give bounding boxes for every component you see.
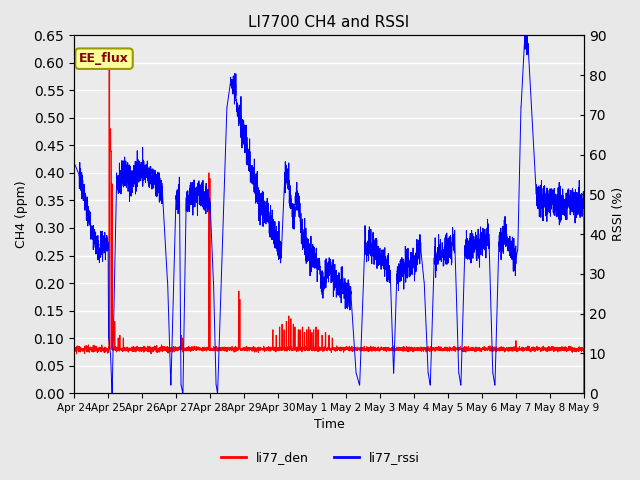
Y-axis label: CH4 (ppm): CH4 (ppm) xyxy=(15,180,28,248)
li77_den xyxy=(70,344,78,349)
Line: li77_den: li77_den xyxy=(74,63,584,354)
li77_rssi xyxy=(441,249,449,254)
Title: LI7700 CH4 and RSSI: LI7700 CH4 and RSSI xyxy=(248,15,410,30)
li77_rssi xyxy=(108,390,116,396)
Y-axis label: RSSI (%): RSSI (%) xyxy=(612,187,625,241)
X-axis label: Time: Time xyxy=(314,419,344,432)
li77_den xyxy=(105,60,113,66)
li77_rssi xyxy=(522,33,529,38)
li77_den xyxy=(580,347,588,353)
li77_rssi xyxy=(289,207,296,213)
li77_den xyxy=(285,346,292,352)
Text: EE_flux: EE_flux xyxy=(79,52,129,65)
li77_den xyxy=(289,347,296,353)
li77_den xyxy=(73,351,81,357)
li77_den xyxy=(540,346,547,351)
li77_den xyxy=(313,347,321,352)
li77_rssi xyxy=(285,170,292,176)
li77_den xyxy=(564,347,572,352)
li77_rssi xyxy=(580,390,588,396)
Legend: li77_den, li77_rssi: li77_den, li77_rssi xyxy=(216,446,424,469)
li77_rssi xyxy=(564,202,572,208)
li77_rssi xyxy=(70,160,78,166)
li77_den xyxy=(441,348,449,354)
li77_rssi xyxy=(540,217,547,223)
li77_rssi xyxy=(312,248,320,253)
Line: li77_rssi: li77_rssi xyxy=(74,36,584,393)
